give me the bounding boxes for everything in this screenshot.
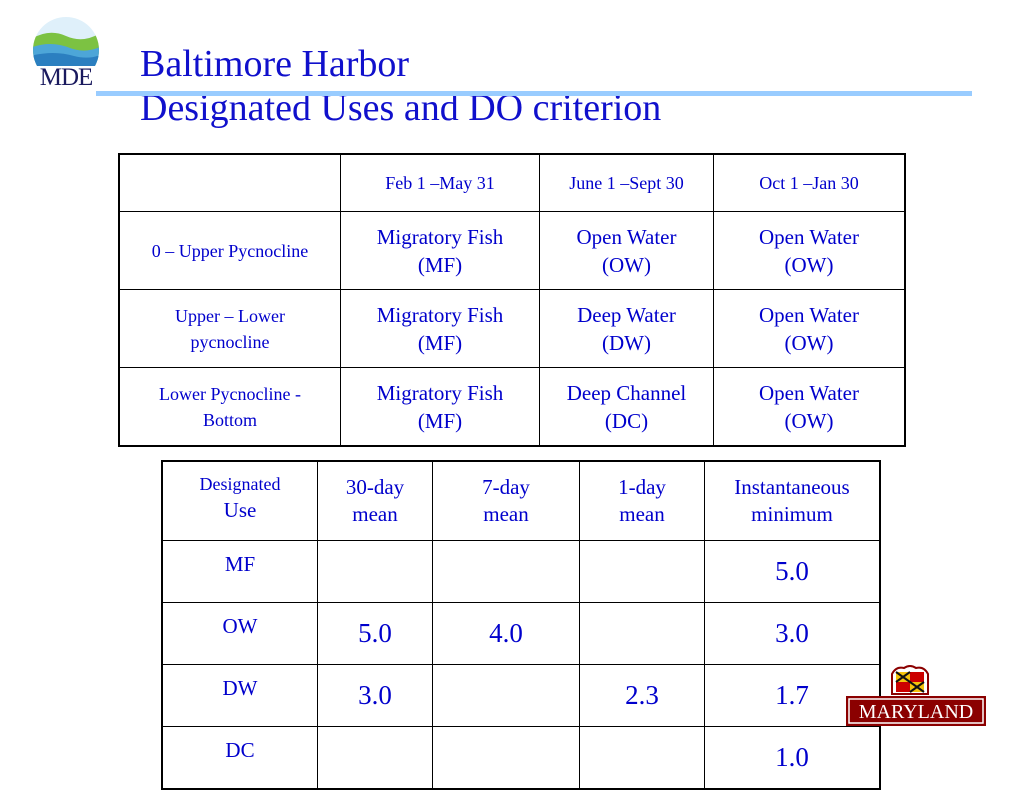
mde-logo-text: MDE xyxy=(39,64,94,91)
value-cell: 2.3 xyxy=(579,664,705,727)
seasons-table: Feb 1 –May 31 June 1 –Sept 30 Oct 1 –Jan… xyxy=(118,153,906,447)
header-cell: Designated Use xyxy=(161,460,318,541)
designated-use-cell: MF xyxy=(161,540,318,603)
flag-quadrant xyxy=(896,682,910,692)
header-cell: Oct 1 –Jan 30 xyxy=(713,153,906,212)
header-cell: Instantaneous minimum xyxy=(704,460,881,541)
use-name: Migratory Fish xyxy=(376,302,504,327)
use-code: (DW) xyxy=(602,330,651,355)
use-code: (OW) xyxy=(784,252,834,277)
designated-use-cell: DC xyxy=(161,726,318,790)
header-cell xyxy=(118,153,341,212)
header-cell: Feb 1 –May 31 xyxy=(340,153,540,212)
table-row: Lower Pycnocline - Bottom Migratory Fish (… xyxy=(118,367,906,447)
use-cell: Open Water (OW) xyxy=(713,367,906,447)
use-name: Deep Water xyxy=(577,302,676,327)
use-cell: Open Water (OW) xyxy=(539,211,714,290)
value-cell xyxy=(579,602,705,665)
table-row: MF 5.0 xyxy=(161,540,881,603)
header-line: 1-day xyxy=(618,475,666,499)
use-name: Open Water xyxy=(759,224,859,249)
use-cell: Deep Water (DW) xyxy=(539,289,714,368)
value-cell: 3.0 xyxy=(317,664,433,727)
use-code: (OW) xyxy=(602,252,651,277)
value-cell: 1.0 xyxy=(704,726,881,790)
use-name: Open Water xyxy=(576,224,677,249)
header-line: minimum xyxy=(751,502,833,526)
mde-landscape-icon xyxy=(33,17,99,66)
value-cell xyxy=(317,726,433,790)
value-cell xyxy=(432,726,580,790)
maryland-logo: MARYLAND xyxy=(846,665,986,726)
table-row: DC 1.0 xyxy=(161,726,881,790)
header-line: Use xyxy=(223,498,257,522)
depth-line: Upper – Lower xyxy=(175,305,285,326)
use-cell: Open Water (OW) xyxy=(713,211,906,290)
use-cell: Deep Channel (DC) xyxy=(539,367,714,447)
header-cell: June 1 –Sept 30 xyxy=(539,153,714,212)
use-cell: Open Water (OW) xyxy=(713,289,906,368)
use-code: (MF) xyxy=(417,330,463,355)
table-header-row: Feb 1 –May 31 June 1 –Sept 30 Oct 1 –Jan… xyxy=(118,153,906,212)
header-cell: 1-day mean xyxy=(579,460,705,541)
header-line: 7-day xyxy=(482,475,530,499)
criteria-table: Designated Use 30-day mean 7-day mean 1-day… xyxy=(161,460,881,790)
use-name: Open Water xyxy=(759,302,859,327)
header-line: mean xyxy=(619,502,665,526)
designated-use-cell: DW xyxy=(161,664,318,727)
table-row: Upper – Lower pycnocline Migratory Fish (M… xyxy=(118,289,906,368)
depth-cell: Upper – Lower pycnocline xyxy=(118,289,341,368)
depth-cell: 0 – Upper Pycnocline xyxy=(118,211,341,290)
depth-cell: Lower Pycnocline - Bottom xyxy=(118,367,341,447)
use-cell: Migratory Fish (MF) xyxy=(340,367,540,447)
header-cell: 7-day mean xyxy=(432,460,580,541)
value-cell xyxy=(317,540,433,603)
value-cell xyxy=(579,726,705,790)
header-line: mean xyxy=(352,502,398,526)
use-code: (OW) xyxy=(784,408,834,433)
header-cell: 30-day mean xyxy=(317,460,433,541)
title-divider xyxy=(96,91,972,96)
value-cell: 5.0 xyxy=(317,602,433,665)
header-line: 30-day xyxy=(345,475,405,499)
value-cell: 4.0 xyxy=(432,602,580,665)
value-cell xyxy=(432,664,580,727)
header-line: Designated xyxy=(199,474,281,494)
use-name: Migratory Fish xyxy=(376,224,504,249)
flag-quadrant xyxy=(910,672,924,682)
depth-line: Lower Pycnocline - xyxy=(159,383,301,404)
use-code: (DC) xyxy=(604,408,649,433)
designated-use-cell: OW xyxy=(161,602,318,665)
use-code: (MF) xyxy=(417,252,463,277)
use-cell: Migratory Fish (MF) xyxy=(340,289,540,368)
value-cell xyxy=(579,540,705,603)
table-row: DW 3.0 2.3 1.7 xyxy=(161,664,881,727)
header-line: Instantaneous xyxy=(734,475,850,499)
maryland-logo-text: MARYLAND xyxy=(859,701,973,723)
use-code: (MF) xyxy=(417,408,463,433)
depth-line: pycnocline xyxy=(190,331,270,352)
table-header-row: Designated Use 30-day mean 7-day mean 1-day… xyxy=(161,460,881,541)
use-name: Deep Channel xyxy=(566,380,687,405)
depth-line: Bottom xyxy=(202,409,257,430)
value-cell: 3.0 xyxy=(704,602,881,665)
page-title: Baltimore Harbor Designated Uses and DO … xyxy=(140,42,661,130)
value-cell: 5.0 xyxy=(704,540,881,603)
table-row: 0 – Upper Pycnocline Migratory Fish (MF) … xyxy=(118,211,906,290)
use-name: Migratory Fish xyxy=(376,380,504,405)
header-line: mean xyxy=(483,502,529,526)
value-cell xyxy=(432,540,580,603)
table-row: OW 5.0 4.0 3.0 xyxy=(161,602,881,665)
mde-logo: MDE xyxy=(30,14,102,94)
use-name: Open Water xyxy=(759,380,859,405)
use-code: (OW) xyxy=(784,330,834,355)
title-line-1: Baltimore Harbor xyxy=(140,43,410,85)
use-cell: Migratory Fish (MF) xyxy=(340,211,540,290)
